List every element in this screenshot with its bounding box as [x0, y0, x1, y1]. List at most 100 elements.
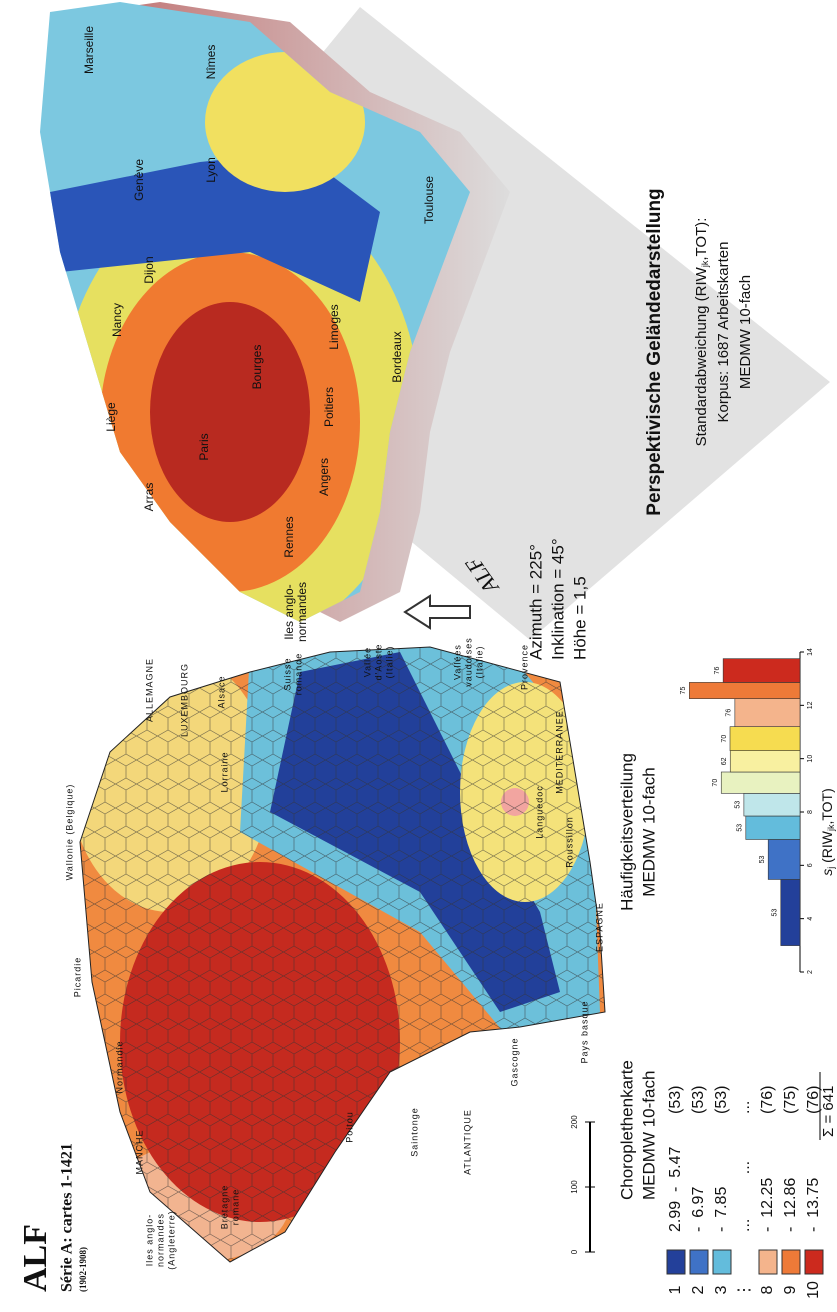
x-tick-label: 8 [807, 810, 814, 814]
place-label: Picardie [72, 957, 82, 998]
legend-range: - 12.25 [759, 1178, 776, 1232]
legend-count: (75) [782, 1086, 799, 1114]
place-label: Bourges [250, 345, 264, 390]
legend-count: (76) [805, 1086, 822, 1114]
legend-swatch [690, 1250, 708, 1274]
place-label: Wallonie (Belgique) [64, 784, 74, 881]
place-label: normandes [155, 1213, 165, 1267]
place-label: ALLEMAGNE [144, 658, 154, 722]
legend-count: (53) [690, 1086, 707, 1114]
histogram-bar [730, 727, 800, 751]
place-label: Gascogne [509, 1037, 519, 1086]
histogram-bar [768, 839, 800, 879]
place-label: (Angleterre) [166, 1210, 176, 1270]
legend-title: Choroplethenkarte [617, 1060, 636, 1200]
legend-swatch [805, 1250, 823, 1274]
place-label: Bretagne [219, 1185, 229, 1230]
x-tick-label: 14 [807, 648, 814, 656]
parameter: Azimuth = 225° [526, 544, 545, 660]
legend-total: Σ = 641 [820, 1086, 837, 1137]
place-label: Liège [104, 402, 118, 432]
scale-bar [585, 1122, 595, 1252]
label-part: jk [826, 824, 836, 832]
years: (1902-1908) [78, 1247, 88, 1292]
arrow [405, 596, 470, 628]
terrain-view [30, 0, 830, 642]
histogram-x-label: sj (RIWjk,TOT) [819, 788, 837, 876]
legend-swatch [713, 1250, 731, 1274]
histogram-title: Häufigkeitsverteilung [617, 753, 636, 911]
histogram-subtitle: MEDMW 10-fach [639, 767, 658, 896]
histogram-bar [746, 816, 800, 839]
legend-range: - 7.85 [713, 1187, 730, 1232]
place-label: Dijon [142, 256, 156, 283]
legend-swatch [667, 1250, 685, 1274]
bar-label: 76 [726, 709, 733, 717]
bar-label: 53 [737, 824, 744, 832]
place-label: ATLANTIQUE [462, 1109, 472, 1175]
place-label: romande [293, 653, 303, 696]
place-label: d'Aoste [373, 644, 383, 681]
parameter: Inklination = 45° [548, 538, 567, 660]
place-label: Rennes [282, 516, 296, 557]
bar-label: 53 [772, 909, 779, 917]
place-label: Pays basque [579, 1000, 589, 1063]
histogram-bar [735, 699, 800, 727]
place-label: Nîmes [204, 45, 218, 80]
legend-range: - 13.75 [805, 1178, 822, 1232]
place-label: Genève [132, 159, 146, 201]
label-part: ,TOT) [819, 788, 835, 824]
bar-label: 53 [735, 801, 742, 809]
place-label: Poitiers [322, 387, 336, 427]
place-label: Poitou [344, 1111, 354, 1143]
x-tick-label: 12 [807, 701, 814, 709]
legend-class: 1 [667, 1285, 684, 1294]
legend-swatch [782, 1250, 800, 1274]
bar-label: 62 [721, 757, 728, 765]
caption-line: Standardabweichung (RIWjk,TOT): [693, 218, 710, 447]
place-label: vaudoises [463, 637, 473, 687]
legend-range: - 12.86 [782, 1178, 799, 1232]
legend-subtitle: MEDMW 10-fach [639, 1071, 658, 1200]
page: ALF Série A: cartes 1-1421 (1902-1908) C… [0, 0, 837, 1312]
place-label: Iles anglo- [282, 584, 296, 639]
place-label: LUXEMBOURG [179, 663, 189, 737]
place-label: Lyon [204, 157, 218, 183]
legend-count: ... [736, 1101, 753, 1114]
legend-class: 9 [782, 1285, 799, 1294]
bar-label: 76 [714, 667, 721, 675]
legend-swatch [759, 1250, 777, 1274]
legend-range: - 6.97 [690, 1187, 707, 1232]
place-label: (Italie) [474, 645, 484, 678]
histogram-bar [689, 682, 800, 698]
place-label: ESPAGNE [594, 902, 604, 952]
place-label: Toulouse [422, 176, 436, 224]
place-label: Suisse [282, 657, 292, 690]
x-tick-label: 10 [807, 755, 814, 763]
scale-label: 200 [570, 1115, 579, 1129]
legend-class: 2 [690, 1285, 707, 1294]
place-label: Angers [317, 458, 331, 496]
choropleth-map [70, 632, 620, 1272]
bar-label: 70 [721, 735, 728, 743]
sheet: ALF Série A: cartes 1-1421 (1902-1908) C… [0, 0, 837, 1312]
place-label: Iles anglo- [144, 1214, 154, 1267]
place-label: Nancy [110, 303, 124, 337]
legend-class: 3 [713, 1285, 730, 1294]
histogram-bar [730, 751, 800, 772]
place-label: Roussillon [564, 816, 574, 868]
place-label: Languedoc [534, 785, 544, 839]
histogram-bar [721, 772, 800, 793]
place-label: Paris [197, 433, 211, 460]
place-label: normandes [295, 582, 309, 642]
scale-label: 100 [570, 1180, 579, 1194]
x-tick-label: 2 [807, 970, 814, 974]
legend-class: ⋮ [736, 1282, 753, 1298]
bar-label: 70 [712, 779, 719, 787]
place-label: Vallée [362, 647, 372, 677]
caption-line: MEDMW 10-fach [737, 275, 754, 389]
legend-class: 8 [759, 1285, 776, 1294]
caption-part: ,TOT): [693, 218, 710, 261]
place-label: Lorraine [219, 751, 229, 792]
terrain-title: Perspektivische Geländedarstellung [644, 188, 665, 515]
